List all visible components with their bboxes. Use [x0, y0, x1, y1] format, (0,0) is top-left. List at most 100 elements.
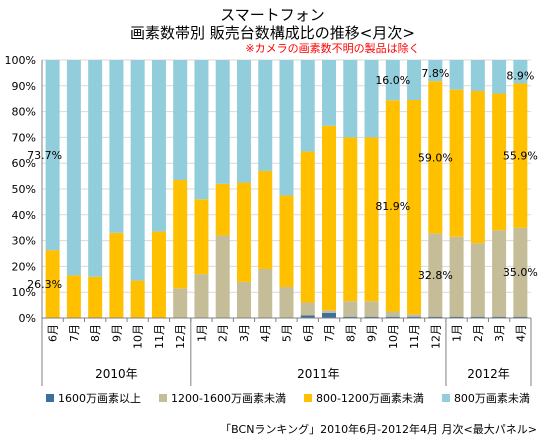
- bar-segment: [279, 195, 294, 288]
- y-tick-label: 70%: [12, 131, 36, 144]
- bar-segment: [279, 60, 294, 196]
- x-tick-label: 1月: [451, 324, 464, 342]
- bar-segment: [258, 268, 273, 318]
- bar-segment: [322, 125, 337, 311]
- x-tick-label: 7月: [323, 324, 336, 342]
- bar-segment: [385, 316, 400, 318]
- source-credit: 「BCNランキング」2010年6月-2012年4月 月次<最大パネル>: [220, 423, 537, 436]
- bar-segment: [66, 275, 81, 318]
- data-label: 81.9%: [375, 200, 410, 213]
- y-tick-label: 0%: [19, 312, 36, 325]
- x-tick-label: 10月: [387, 324, 400, 349]
- bar-segment: [194, 199, 209, 275]
- chart-subtitle: 画素数帯別 販売台数構成比の推移<月次>: [130, 24, 415, 42]
- year-label: 2012年: [467, 367, 510, 381]
- bar-segment: [470, 316, 485, 318]
- bar-segment: [151, 231, 166, 318]
- bar-segment: [130, 60, 145, 281]
- x-tick-label: 6月: [47, 324, 60, 342]
- bar-segment: [109, 232, 124, 318]
- x-tick-label: 11月: [153, 324, 166, 349]
- bar-segment: [300, 151, 315, 303]
- x-tick-label: 4月: [259, 324, 272, 342]
- bar-segment: [449, 236, 464, 317]
- x-tick-label: 8月: [89, 324, 102, 342]
- legend-label: 1200-1600万画素未満: [171, 392, 286, 405]
- x-tick-label: 3月: [493, 324, 506, 342]
- bar-segment: [343, 60, 358, 138]
- legend-label: 1600万画素以上: [58, 392, 141, 405]
- x-tick-label: 1月: [195, 324, 208, 342]
- data-label: 35.0%: [503, 266, 538, 279]
- bar-segment: [343, 137, 358, 302]
- data-label: 32.8%: [418, 269, 453, 282]
- bar-segment: [194, 274, 209, 318]
- chart-title: スマートフォン: [220, 6, 325, 24]
- data-label: 7.8%: [421, 67, 449, 80]
- data-label: 8.9%: [506, 69, 534, 82]
- x-tick-label: 9月: [366, 324, 379, 342]
- bar-segment: [407, 99, 422, 315]
- y-tick-label: 20%: [12, 260, 36, 273]
- x-tick-label: 2月: [217, 324, 230, 342]
- bar-segment: [215, 60, 230, 184]
- x-tick-label: 10月: [132, 324, 145, 349]
- x-tick-label: 7月: [68, 324, 81, 342]
- bar-segment: [470, 60, 485, 91]
- bar-segment: [449, 316, 464, 318]
- bar-segment: [492, 230, 507, 317]
- bar-segment: [236, 182, 251, 282]
- bar-segment: [215, 183, 230, 236]
- y-tick-label: 100%: [5, 54, 36, 67]
- bar-segment: [513, 83, 528, 228]
- bar-segment: [322, 312, 337, 318]
- bar-segment: [428, 60, 443, 82]
- bar-segment: [470, 243, 485, 317]
- x-tick-label: 12月: [429, 324, 442, 349]
- bar-segment: [88, 276, 103, 318]
- bar-segment: [470, 90, 485, 244]
- bar-segment: [130, 280, 145, 318]
- bar-segment: [300, 315, 315, 318]
- legend-swatch: [441, 394, 450, 402]
- bar-segment: [300, 60, 315, 152]
- year-label: 2010年: [95, 367, 138, 381]
- bar-segment: [300, 302, 315, 316]
- y-tick-label: 30%: [12, 235, 36, 248]
- bar-segment: [407, 314, 422, 317]
- legend-swatch: [46, 394, 54, 402]
- bar-segment: [109, 60, 124, 233]
- bar-segment: [407, 60, 422, 100]
- bar-segment: [236, 281, 251, 318]
- bar-segment: [173, 179, 188, 289]
- bar-segment: [364, 137, 379, 302]
- bar-segment: [258, 170, 273, 269]
- bar-segment: [45, 250, 60, 318]
- x-tick-label: 2月: [472, 324, 485, 342]
- bar-segment: [385, 311, 400, 317]
- x-tick-label: 5月: [281, 324, 294, 342]
- data-label: 73.7%: [27, 149, 62, 162]
- chart-note: ※カメラの画素数不明の製品は除く: [245, 42, 420, 55]
- bar-segment: [322, 310, 337, 313]
- bar-segment: [364, 316, 379, 318]
- x-tick-label: 8月: [344, 324, 357, 342]
- bar-segment: [194, 60, 209, 200]
- bar-segment: [364, 60, 379, 138]
- bar-segment: [385, 100, 400, 312]
- x-tick-label: 4月: [514, 324, 527, 342]
- bar-segment: [343, 316, 358, 318]
- y-tick-label: 80%: [12, 106, 36, 119]
- y-tick-label: 60%: [12, 157, 36, 170]
- x-tick-label: 11月: [408, 324, 421, 349]
- y-tick-label: 90%: [12, 80, 36, 93]
- bar-segment: [66, 60, 81, 276]
- bar-segment: [513, 316, 528, 318]
- bar-segment: [492, 93, 507, 231]
- y-tick-label: 50%: [12, 183, 36, 196]
- legend-label: 800-1200万画素未満: [316, 392, 424, 405]
- legend-swatch: [303, 394, 312, 402]
- bar-segment: [449, 89, 464, 237]
- bar-segment: [45, 60, 60, 251]
- legend-label: 800万画素未満: [454, 392, 530, 405]
